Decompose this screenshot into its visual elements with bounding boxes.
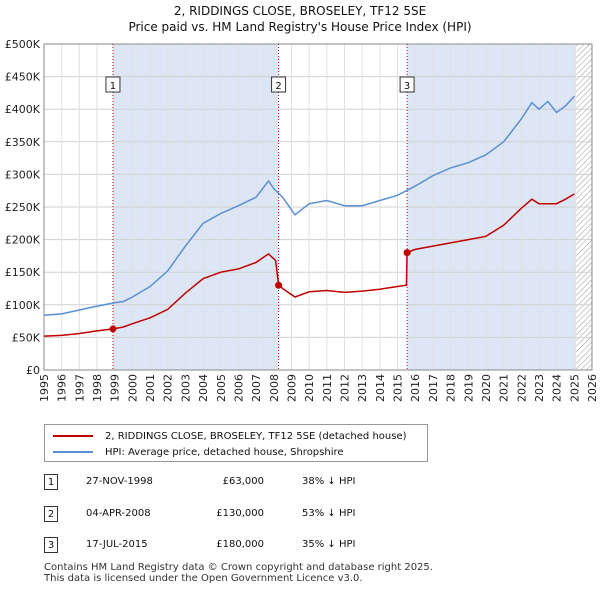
footer-copyright: Contains HM Land Registry data © Crown c… bbox=[44, 562, 433, 573]
y-tick-label: £50K bbox=[12, 331, 41, 344]
x-tick-label: 2003 bbox=[179, 374, 192, 402]
sale-point bbox=[109, 325, 117, 333]
price-chart: £0 £50K £100K £150K £200K £250K £300K £350K £400… bbox=[5, 38, 599, 402]
sale-price: £63,000 bbox=[222, 476, 264, 487]
sale-date: 17-JUL-2015 bbox=[86, 539, 148, 550]
x-tick-label: 1995 bbox=[38, 374, 51, 402]
x-tick-label: 2014 bbox=[374, 374, 387, 402]
sale-marker-box bbox=[271, 76, 287, 93]
sale-point bbox=[403, 249, 411, 257]
y-tick-label: £0 bbox=[26, 364, 40, 377]
x-tick-label: 2001 bbox=[144, 374, 157, 402]
sale-price: £130,000 bbox=[216, 508, 264, 519]
hpi-line bbox=[43, 95, 575, 316]
legend-item-hpi: HPI: Average price, detached house, Shro… bbox=[53, 444, 344, 460]
x-tick-label: 2026 bbox=[586, 374, 599, 402]
x-tick-label: 2023 bbox=[533, 374, 546, 402]
x-tick-label: 2002 bbox=[162, 374, 175, 402]
chart-subtitle: Price paid vs. HM Land Registry's House … bbox=[128, 20, 472, 34]
x-tick-label: 1997 bbox=[73, 374, 86, 402]
legend-swatch-property bbox=[53, 435, 93, 437]
sale-hpi-diff: 35% ↓ HPI bbox=[302, 539, 356, 550]
legend: 2, RIDDINGS CLOSE, BROSELEY, TF12 5SE (d… bbox=[44, 424, 428, 462]
x-tick-label: 2016 bbox=[409, 374, 422, 402]
y-tick-label: £250K bbox=[5, 201, 41, 214]
x-tick-label: 2005 bbox=[215, 374, 228, 402]
y-tick-label: £400K bbox=[5, 103, 41, 116]
legend-swatch-hpi bbox=[53, 451, 93, 453]
sale-number: 3 bbox=[44, 537, 58, 553]
x-tick-label: 2012 bbox=[339, 374, 352, 402]
x-tick-label: 2021 bbox=[498, 374, 511, 402]
x-tick-label: 2010 bbox=[303, 374, 316, 402]
x-tick-label: 2018 bbox=[445, 374, 458, 402]
sale-hpi-diff: 38% ↓ HPI bbox=[302, 476, 356, 487]
sale-number: 2 bbox=[44, 506, 58, 522]
footer: Contains HM Land Registry data © Crown c… bbox=[44, 562, 433, 584]
y-tick-label: £300K bbox=[5, 168, 41, 181]
chart-title: 2, RIDDINGS CLOSE, BROSELEY, TF12 5SE bbox=[173, 4, 427, 18]
x-tick-label: 2024 bbox=[551, 374, 564, 402]
x-tick-label: 2004 bbox=[197, 374, 210, 402]
plot-frame bbox=[43, 43, 593, 371]
x-tick-label: 2015 bbox=[392, 374, 405, 402]
x-tick-label: 2011 bbox=[321, 374, 334, 402]
legend-label-hpi: HPI: Average price, detached house, Shro… bbox=[105, 446, 344, 458]
sale-price: £180,000 bbox=[216, 539, 264, 550]
sale-date: 04-APR-2008 bbox=[86, 508, 151, 519]
y-tick-label: £150K bbox=[5, 266, 41, 279]
x-tick-label: 2019 bbox=[462, 374, 475, 402]
y-tick-label: £450K bbox=[5, 71, 41, 84]
sale-number: 1 bbox=[44, 474, 58, 490]
sale-hpi-diff: 53% ↓ HPI bbox=[302, 508, 356, 519]
x-tick-label: 2020 bbox=[480, 374, 493, 402]
x-tick-label: 2000 bbox=[126, 374, 139, 402]
sale-marker-label: 1 bbox=[110, 81, 116, 92]
x-tick-label: 2007 bbox=[250, 374, 263, 402]
x-tick-label: 2013 bbox=[356, 374, 369, 402]
y-tick-label: £350K bbox=[5, 136, 41, 149]
sale-marker-label: 3 bbox=[404, 81, 410, 92]
x-tick-label: 2025 bbox=[568, 374, 581, 402]
x-tick-label: 1999 bbox=[109, 374, 122, 402]
y-tick-label: £200K bbox=[5, 234, 41, 247]
property-price-line bbox=[43, 193, 575, 337]
x-tick-label: 2022 bbox=[515, 374, 528, 402]
x-tick-label: 1996 bbox=[56, 374, 69, 402]
footer-licence: This data is licensed under the Open Gov… bbox=[44, 573, 363, 584]
y-tick-label: £500K bbox=[5, 38, 41, 51]
sale-marker-box bbox=[399, 76, 415, 93]
x-tick-label: 2009 bbox=[285, 374, 298, 402]
legend-item-property: 2, RIDDINGS CLOSE, BROSELEY, TF12 5SE (d… bbox=[53, 428, 407, 444]
x-tick-label: 2008 bbox=[268, 374, 281, 402]
x-tick-label: 2017 bbox=[427, 374, 440, 402]
sale-marker-label: 2 bbox=[275, 81, 281, 92]
y-tick-label: £100K bbox=[5, 299, 41, 312]
sale-marker-box bbox=[105, 76, 121, 93]
x-tick-label: 1998 bbox=[91, 374, 104, 402]
sale-date: 27-NOV-1998 bbox=[86, 476, 153, 487]
sale-point bbox=[275, 281, 283, 289]
x-tick-label: 2006 bbox=[232, 374, 245, 402]
legend-label-property: 2, RIDDINGS CLOSE, BROSELEY, TF12 5SE (d… bbox=[105, 430, 407, 442]
